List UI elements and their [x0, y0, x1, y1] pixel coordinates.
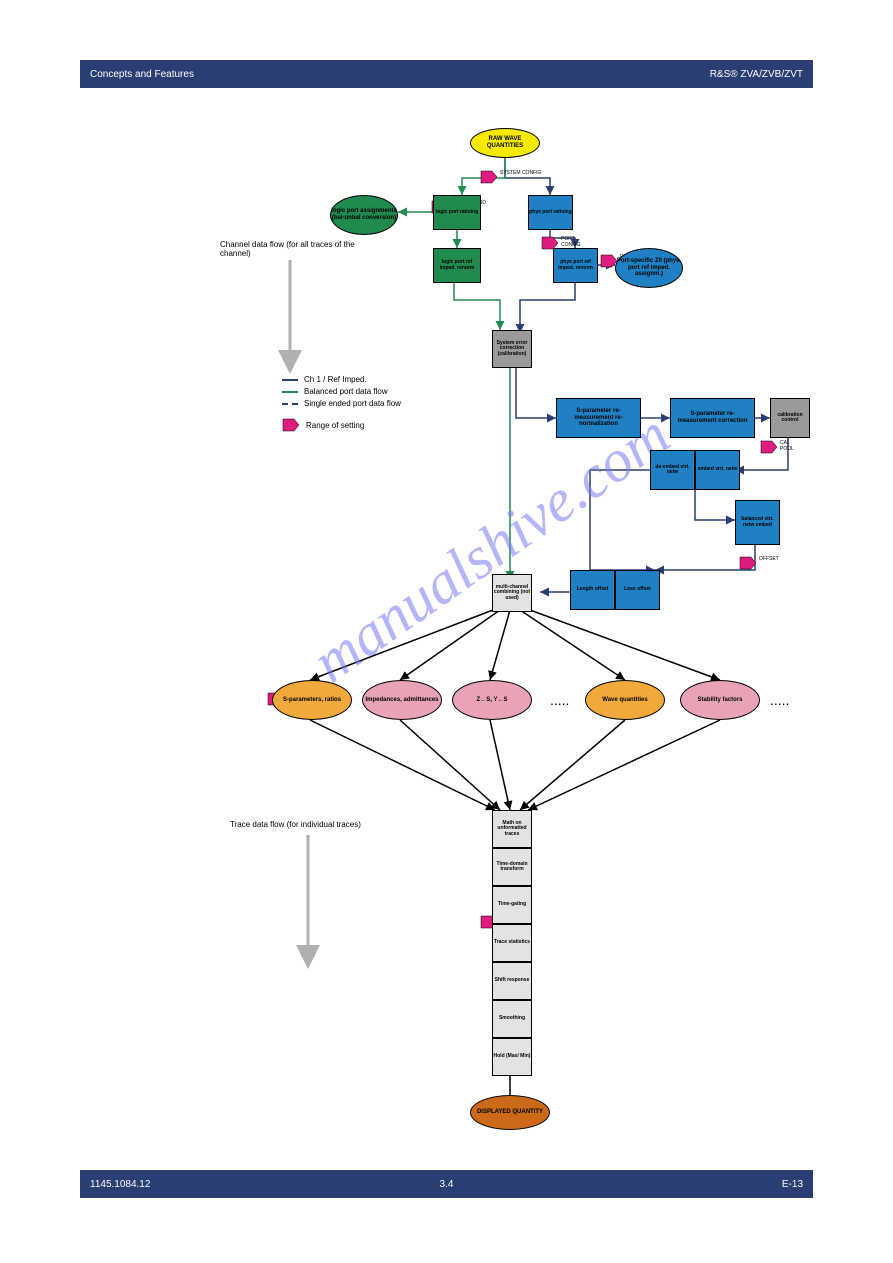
legend-swatch [282, 403, 298, 405]
edge [528, 720, 720, 810]
node-stack3: Time-gating [492, 886, 532, 924]
node-g_bot: logic port ref imped. renorm [433, 248, 481, 283]
node-b_row3: balanced virt. netw embed [735, 500, 780, 545]
edge [490, 610, 510, 680]
edge [400, 720, 500, 810]
node-stack5: Shift response [492, 962, 532, 1000]
edge [520, 283, 575, 333]
legend-row: Balanced port data flow [282, 387, 388, 396]
edge [530, 610, 720, 680]
node-stack6: Smoothing [492, 1000, 532, 1038]
edge [520, 720, 625, 810]
node-b_wide1: S-parameter re-measurement re-normalizat… [556, 398, 641, 438]
tag-label: PORT CONFIG [561, 236, 580, 248]
node-b_bot: phys port ref imped. renorm [553, 248, 598, 283]
side-label: Channel data flow (for all traces of the… [220, 240, 360, 258]
ellipsis-1: ..... [550, 692, 569, 708]
edge [516, 368, 556, 418]
node-b_row2b: embed virt. netw [695, 450, 740, 490]
tag-label: SYSTEM CONFIG [500, 170, 541, 176]
node-stack4: Trace statistics [492, 924, 532, 962]
node-g_ellipse: logic port assignments (bal-unbal conver… [330, 195, 398, 235]
header-bar: Concepts and Features R&S® ZVA/ZVB/ZVT [80, 60, 813, 88]
annotation-tag: SYSTEM CONFIG [480, 170, 498, 184]
legend-row: Ch 1 / Ref Imped. [282, 375, 367, 384]
footer-left: 1145.1084.12 [90, 1179, 328, 1190]
node-oval1: S-parameters, ratios [272, 680, 352, 720]
legend-row: Single ended port data flow [282, 399, 401, 408]
node-b_top: phys port ratioing [528, 195, 573, 230]
node-g_top: logic port ratioing [433, 195, 481, 230]
node-b_row2a: de-embed virt. netw [650, 450, 695, 490]
node-g_sq: calibration control [770, 398, 810, 438]
edge [490, 720, 510, 810]
node-stack2: Time-domain transform [492, 848, 532, 886]
node-stack7: Hold (Max/ Min) [492, 1038, 532, 1076]
legend-tag-row: Range of setting [282, 418, 364, 432]
edge [310, 720, 495, 810]
header-right: R&S® ZVA/ZVB/ZVT [710, 69, 803, 80]
edge [505, 158, 550, 195]
annotation-tag [282, 418, 300, 432]
edge-layer [0, 0, 893, 1263]
node-raw: RAW WAVE QUANTITIES [470, 128, 540, 158]
footer-bar: 1145.1084.12 3.4 E-13 [80, 1170, 813, 1198]
edge [454, 283, 500, 330]
legend-text: Ch 1 / Ref Imped. [304, 375, 367, 384]
legend-swatch [282, 379, 298, 381]
node-b_ellipse: Port-specific Z0 (phys. port ref imped. … [615, 248, 683, 288]
tag-label: OFFSET [759, 556, 779, 562]
ellipsis-2: ..... [770, 692, 789, 708]
edge [590, 470, 655, 570]
node-displayed: DISPLAYED QUANTITY [470, 1095, 550, 1130]
legend-tag-text: Range of setting [306, 421, 364, 430]
node-stack1: Math on unformatted traces [492, 810, 532, 848]
edge [695, 490, 735, 520]
node-oval2: Impedances, admittances [362, 680, 442, 720]
node-b_wide2: S-parameter re-measurement correction [670, 398, 755, 438]
footer-center: 3.4 [328, 1179, 566, 1190]
node-oval5: Stability factors [680, 680, 760, 720]
edge [520, 610, 625, 680]
tag-label: CAL POOL [780, 440, 794, 452]
side-label: Trace data flow (for individual traces) [230, 820, 370, 829]
annotation-tag: OFFSET [739, 556, 757, 570]
legend-text: Balanced port data flow [304, 387, 388, 396]
legend-swatch [282, 391, 298, 393]
node-fanin: multi-channel combining (not used) [492, 574, 532, 612]
node-b_row4b: Loss offset [615, 570, 660, 610]
node-b_row4a: Length offset [570, 570, 615, 610]
footer-right: E-13 [565, 1179, 803, 1190]
node-oval4: Wave quantities [585, 680, 665, 720]
edge [310, 610, 493, 680]
edge [400, 610, 500, 680]
node-oval3: Z←S, Y←S [452, 680, 532, 720]
legend-text: Single ended port data flow [304, 399, 401, 408]
header-left: Concepts and Features [90, 69, 710, 80]
node-merge1: System error correction (calibration) [492, 330, 532, 368]
annotation-tag: CAL POOL [760, 440, 778, 454]
watermark: manualshive.com [300, 400, 682, 696]
